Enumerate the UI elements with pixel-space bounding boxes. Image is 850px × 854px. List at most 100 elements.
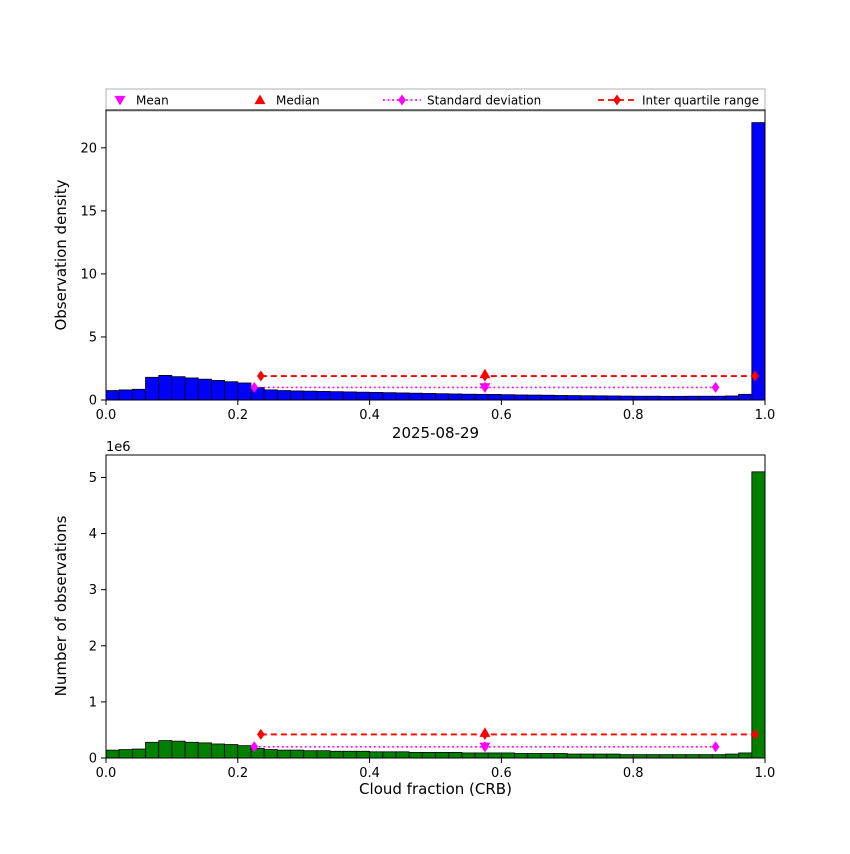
iqr-diamond-marker [751,728,759,740]
histogram-bar [237,382,252,401]
histogram-bar [316,391,331,401]
histogram-bar [290,749,305,759]
histogram-bar [619,754,634,759]
y-tick-label: 3 [89,583,97,598]
histogram-bar [342,391,357,401]
y-axis-offset-text: 1e6 [106,440,131,455]
histogram-bar [171,740,186,759]
histogram-bar [131,748,146,759]
histogram-bar [751,122,766,401]
histogram-bar [711,395,726,401]
histogram-bar [408,751,423,759]
histogram-bar [448,393,463,401]
histogram-bar [500,752,515,759]
histogram-bar [356,750,371,759]
axes-spines [105,109,766,401]
legend-label-mean: Mean [136,94,169,108]
histogram-bar [474,393,489,401]
histogram-bar [566,753,581,759]
histogram-bar [105,390,120,401]
histogram-bar [448,751,463,759]
histogram-bar [395,392,410,401]
histogram-bar [211,380,226,401]
histogram-bar [593,395,608,401]
histogram-bar [276,390,291,401]
histogram-bar [487,394,502,401]
histogram-bar [606,395,621,401]
histogram-bar [606,753,621,759]
histogram-bar [369,392,384,401]
histogram-bar [751,471,766,759]
histogram-bar [619,395,634,401]
x-tick-label: 0.8 [623,766,644,781]
histogram-bar [342,750,357,759]
histogram-bar [685,395,700,401]
histogram-bar [211,743,226,759]
x-tick-label: 0.0 [96,766,117,781]
histogram-bar [237,745,252,759]
histogram-bar [329,750,344,759]
std-diamond-marker [711,381,720,393]
iqr-diamond-marker [257,728,265,740]
histogram-bar [197,378,212,401]
y-tick-label: 5 [89,471,97,486]
x-tick-label: 0.6 [491,766,512,781]
histogram-bar [158,375,173,401]
histogram-bar [711,754,726,759]
legend-label-inter-quartile-range: Inter quartile range [642,94,759,108]
histogram-bar [276,749,291,759]
legend-glyphs [114,94,636,106]
legend: Mean Median Standard deviation Inter qua… [105,88,766,112]
histogram-bar [408,392,423,401]
x-tick-label: 1.0 [755,408,776,423]
histogram-bar [263,389,278,401]
y-tick-label: 10 [80,267,97,282]
histogram-bar [145,741,160,759]
histogram-bar [672,754,687,759]
x-tick-label: 0.4 [359,766,380,781]
histogram-bar [698,754,713,759]
x-tick-label: 0.2 [227,408,248,423]
histogram-bar [303,750,318,759]
histogram-bar [118,389,133,401]
legend-glyph-triangle-up-icon [254,94,266,105]
histogram-bar [566,395,581,401]
histogram-bar [580,395,595,401]
top-histogram-panel: 0.0 0.2 0.4 0.6 0.8 1.0 0 5 10 15 20 [80,109,776,423]
histogram-bar [171,376,186,401]
histogram-bar [105,749,120,759]
bottom-y-axis-label: Number of observations [52,515,70,696]
histogram-bar [461,393,476,401]
histogram-bar [382,392,397,401]
y-tick-label: 2 [89,639,97,654]
histogram-bar [514,394,529,401]
iqr-diamond-marker [751,370,759,382]
histogram-bar [527,753,542,759]
histogram-bar [540,753,555,759]
iqr-diamond-marker [257,370,265,382]
x-axis-label: Cloud fraction (CRB) [359,780,512,798]
x-tick-label: 0.4 [359,408,380,423]
median-marker [479,727,491,737]
histogram-bar [553,753,568,759]
histogram-bar [145,376,160,401]
bottom-histogram-panel: 0.0 0.2 0.4 0.6 0.8 1.0 0 1 2 3 4 5 [89,454,775,781]
histogram-bar [118,749,133,759]
histogram-bar [461,752,476,759]
histogram-bar [632,754,647,759]
plot-title: 2025-08-29 [392,424,479,442]
std-diamond-marker [250,381,259,393]
histogram-bar [224,744,239,759]
histogram-bar [421,751,436,759]
histogram-bar [698,395,713,401]
histogram-bar [395,751,410,759]
diamond-icon [613,94,621,106]
histogram-bar [553,395,568,401]
histogram-bar [672,395,687,401]
histogram-bar [474,752,489,759]
histogram-bar [435,751,450,759]
y-tick-label: 1 [89,695,97,710]
histogram-bar [197,742,212,759]
triangle-down-icon [114,95,126,106]
